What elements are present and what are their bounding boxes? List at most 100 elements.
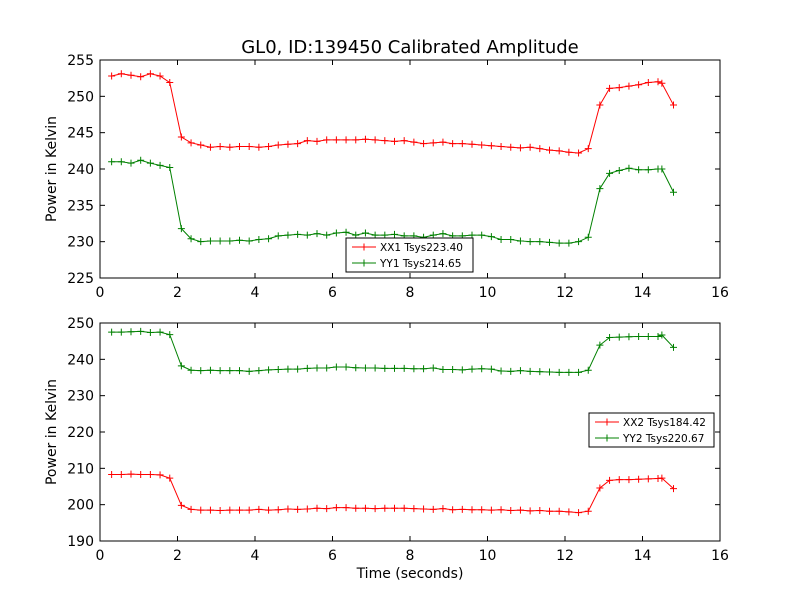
- y-tick-label: 190: [67, 534, 94, 550]
- data-point: [187, 505, 195, 513]
- data-point: [117, 328, 125, 336]
- data-point: [226, 143, 234, 151]
- data-point: [546, 368, 553, 376]
- data-point: [575, 149, 583, 157]
- data-point: [197, 506, 205, 514]
- data-point: [265, 235, 273, 243]
- data-point: [487, 142, 495, 150]
- data-point: [546, 146, 553, 154]
- y-tick-label: 200: [67, 498, 94, 514]
- x-tick-label: 6: [328, 548, 337, 564]
- legend-box: [588, 412, 715, 448]
- x-axis-label: Time (seconds): [356, 566, 464, 582]
- data-point: [274, 366, 282, 374]
- legend-marker: [603, 418, 611, 426]
- legend-label: YY1 Tsys214.65: [379, 258, 461, 270]
- data-point: [625, 82, 633, 90]
- data-point: [658, 165, 666, 173]
- data-point: [245, 142, 253, 150]
- y-axis-label-top: Power in Kelvin: [44, 116, 60, 222]
- data-point: [197, 141, 205, 149]
- x-tick-label: 12: [556, 285, 574, 301]
- data-point: [658, 331, 666, 339]
- data-point: [516, 237, 524, 245]
- data-point: [458, 140, 466, 148]
- data-point: [108, 471, 116, 479]
- legend-marker: [360, 243, 368, 251]
- data-point: [635, 475, 643, 483]
- data-point: [265, 366, 273, 374]
- data-point: [127, 71, 135, 79]
- data-point: [526, 507, 534, 515]
- data-point: [323, 505, 331, 513]
- legend-label: YY2 Tsys220.67: [622, 433, 704, 445]
- legend-label: XX2 Tsys184.42: [623, 417, 706, 429]
- data-point: [303, 364, 311, 372]
- data-point: [187, 235, 195, 243]
- data-point: [166, 331, 174, 339]
- data-point: [265, 506, 273, 514]
- data-point: [236, 142, 243, 150]
- data-point: [487, 365, 495, 373]
- data-point: [536, 145, 544, 153]
- data-point: [497, 506, 505, 514]
- y-tick-label: 225: [67, 271, 94, 287]
- data-point: [449, 366, 457, 374]
- data-point: [516, 506, 524, 514]
- data-point: [177, 133, 185, 141]
- data-point: [507, 143, 515, 151]
- data-point: [361, 504, 369, 512]
- data-point: [670, 343, 677, 351]
- data-point: [584, 145, 592, 153]
- data-point: [449, 506, 457, 514]
- data-point: [323, 364, 331, 372]
- data-point: [497, 235, 505, 243]
- data-point: [670, 188, 677, 196]
- data-point: [507, 506, 515, 514]
- data-point: [313, 230, 321, 238]
- data-point: [654, 332, 662, 340]
- data-point: [625, 476, 633, 484]
- data-point: [526, 238, 534, 246]
- data-point: [420, 505, 428, 513]
- data-point: [371, 136, 379, 144]
- data-point: [274, 232, 282, 240]
- data-point: [117, 158, 125, 166]
- data-point: [361, 229, 369, 237]
- data-point: [420, 140, 428, 148]
- data-point: [166, 79, 174, 87]
- data-point: [137, 327, 145, 335]
- data-point: [575, 509, 583, 517]
- data-point: [284, 140, 292, 148]
- data-point: [245, 237, 253, 245]
- x-tick-label: 8: [406, 548, 415, 564]
- top-subplot: 0 2 4 6 8 10 12 14 16 225 230 235 240 245 250 255 XX1 Ts…: [67, 53, 729, 301]
- data-point: [294, 505, 302, 513]
- data-point: [197, 238, 205, 246]
- data-point: [381, 504, 389, 512]
- data-point: [439, 230, 447, 238]
- data-point: [187, 139, 195, 147]
- data-point: [303, 231, 311, 239]
- data-point: [342, 228, 350, 236]
- data-point: [596, 101, 604, 109]
- data-point: [606, 84, 614, 92]
- data-point: [245, 506, 253, 514]
- data-point: [606, 476, 614, 484]
- data-point: [352, 364, 360, 372]
- data-point: [516, 144, 524, 152]
- data-point: [584, 366, 592, 374]
- x-tick-label: 2: [173, 548, 182, 564]
- data-point: [497, 142, 505, 150]
- data-point: [565, 508, 573, 516]
- data-point: [487, 233, 495, 241]
- data-point: [156, 328, 164, 336]
- data-point: [575, 238, 583, 246]
- x-tick-label: 14: [634, 548, 652, 564]
- data-point: [410, 365, 418, 373]
- y-tick-label: 240: [67, 352, 94, 368]
- data-point: [536, 238, 544, 246]
- bottom-subplot: 0 2 4 6 8 10 12 14 16 190 200 210 220 230 240 250 XX2 Ts…: [67, 316, 729, 564]
- data-point: [644, 332, 652, 340]
